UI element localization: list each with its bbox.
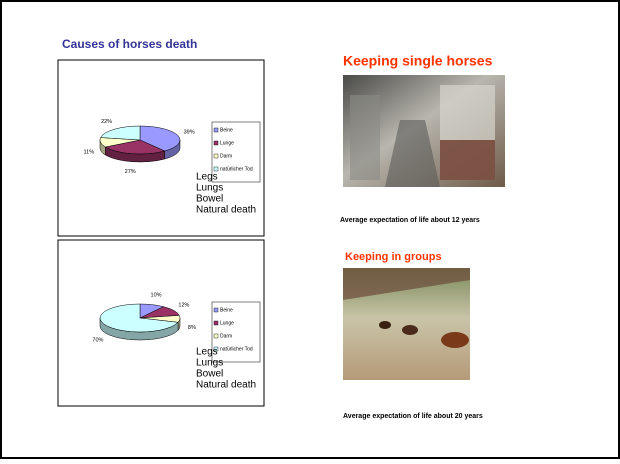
legend-swatch — [214, 128, 218, 132]
translation-label: Legs — [196, 172, 218, 183]
translation-label: Lungs — [196, 358, 223, 369]
legend-label: Beine — [220, 307, 233, 313]
legend-label: Darm — [220, 333, 232, 339]
legend-swatch — [214, 334, 218, 338]
value-label: 27% — [125, 169, 136, 175]
stable-photo — [343, 75, 505, 187]
section-caption: Average expectation of life about 12 yea… — [340, 217, 480, 224]
legend-label: Lunge — [220, 140, 234, 146]
value-label: 70% — [92, 338, 103, 344]
section-title: Keeping in groups — [345, 251, 442, 263]
value-label: 11% — [83, 150, 94, 156]
translation-label: Natural death — [196, 380, 256, 391]
value-label: 8% — [188, 325, 196, 331]
translation-label: Bowel — [196, 369, 223, 380]
translation-label: Natural death — [196, 205, 256, 216]
legend-swatch — [214, 141, 218, 145]
section-caption: Average expectation of life about 20 yea… — [343, 413, 483, 420]
legend-label: natürlicher Tod — [220, 166, 253, 172]
slide: Causes of horses death Keeping single ho… — [0, 0, 620, 459]
legend-label: natürlicher Tod — [220, 346, 253, 352]
value-label: 22% — [101, 119, 112, 125]
legend-label: Darm — [220, 153, 232, 159]
translation-label: Legs — [196, 347, 218, 358]
legend-swatch — [214, 154, 218, 158]
translation-label: Lungs — [196, 183, 223, 194]
legend-swatch — [214, 167, 218, 171]
legend-swatch — [214, 308, 218, 312]
translation-label: Bowel — [196, 194, 223, 205]
section-title: Keeping single horses — [343, 53, 493, 69]
value-label: 39% — [184, 130, 195, 136]
page: Causes of horses death Keeping single ho… — [0, 0, 620, 464]
legend-label: Beine — [220, 127, 233, 133]
value-label: 10% — [151, 293, 162, 299]
slide-title: Causes of horses death — [62, 37, 197, 51]
legend-label: Lunge — [220, 320, 234, 326]
paddock-photo — [343, 268, 470, 380]
value-label: 12% — [178, 303, 189, 309]
legend-swatch — [214, 321, 218, 325]
